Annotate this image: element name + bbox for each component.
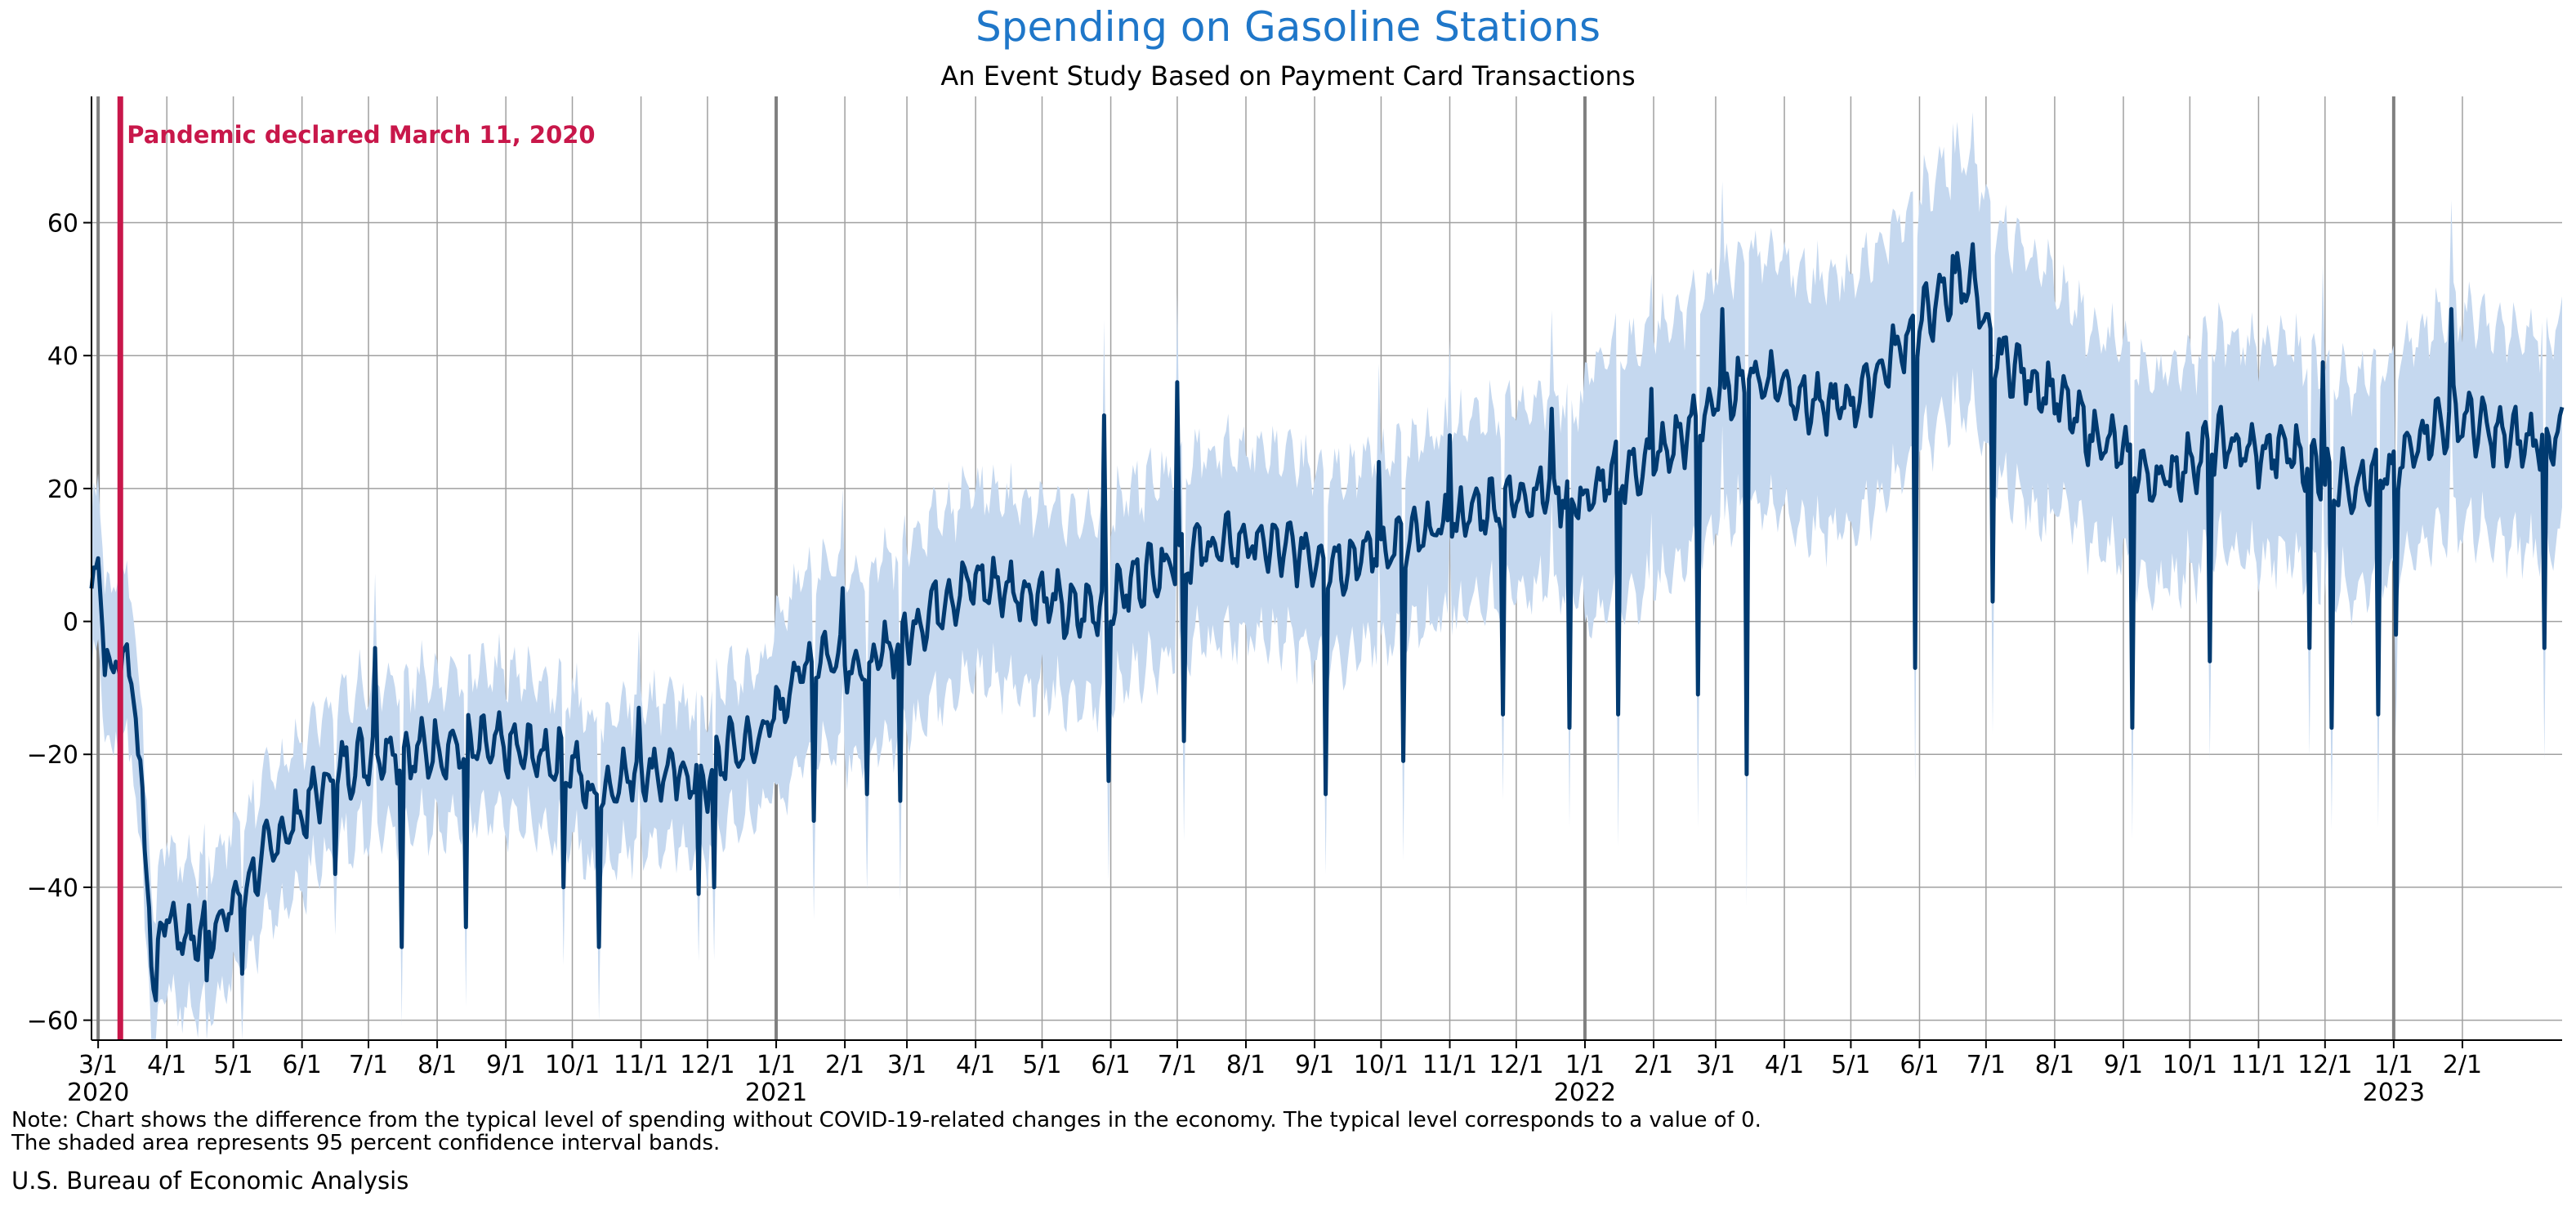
- x-tick-label: 1/1: [1565, 1051, 1605, 1079]
- grid-lines: [92, 96, 2562, 1040]
- x-tick-label: 10/1: [1354, 1051, 1409, 1079]
- footnote-line-1: Note: Chart shows the difference from th…: [11, 1108, 1761, 1132]
- x-tick-label: 11/1: [2231, 1051, 2286, 1079]
- x-tick-label: 11/1: [614, 1051, 668, 1079]
- x-tick-label: 10/1: [2163, 1051, 2217, 1079]
- x-tick-label: 4/1: [147, 1051, 186, 1079]
- x-tick-label: 3/1: [78, 1051, 118, 1079]
- x-tick-label: 7/1: [1967, 1051, 2006, 1079]
- confidence-band: [92, 112, 2562, 1041]
- x-tick-label: 2/1: [825, 1051, 864, 1079]
- pandemic-label: Pandemic declared March 11, 2020: [127, 121, 595, 149]
- x-tick-label: 12/1: [680, 1051, 734, 1079]
- x-year-label: 2020: [67, 1079, 129, 1107]
- x-tick-label: 9/1: [486, 1051, 525, 1079]
- footnote-line-2: The shaded area represents 95 percent co…: [11, 1131, 721, 1155]
- pandemic-annotation: Pandemic declared March 11, 2020: [117, 96, 596, 1040]
- axes: [91, 96, 2562, 1041]
- x-tick-label: 7/1: [1158, 1051, 1197, 1079]
- x-tick-label: 4/1: [956, 1051, 995, 1079]
- x-tick-label: 11/1: [1422, 1051, 1477, 1079]
- estimate-series: [89, 242, 2565, 1003]
- x-year-label: 2021: [745, 1079, 807, 1107]
- x-tick-label: 7/1: [349, 1051, 388, 1079]
- x-tick-label: 2/1: [2443, 1051, 2482, 1079]
- chart-subtitle: An Event Study Based on Payment Card Tra…: [940, 60, 1636, 92]
- x-tick-label: 8/1: [1226, 1051, 1266, 1079]
- x-tick-label: 6/1: [283, 1051, 322, 1079]
- x-year-label: 2022: [1554, 1079, 1616, 1107]
- y-tick-label: −20: [27, 741, 78, 770]
- source-credit: U.S. Bureau of Economic Analysis: [11, 1167, 409, 1195]
- x-tick-label: 9/1: [1295, 1051, 1334, 1079]
- x-tick-label: 1/1: [757, 1051, 796, 1079]
- x-tick-label: 3/1: [1696, 1051, 1735, 1079]
- x-tick-label: 10/1: [545, 1051, 600, 1079]
- y-tick-label: −60: [27, 1007, 78, 1036]
- chart-title: Spending on Gasoline Stations: [975, 3, 1601, 51]
- x-tick-label: 8/1: [2035, 1051, 2074, 1079]
- x-tick-label: 12/1: [2297, 1051, 2352, 1079]
- x-tick-label: 5/1: [213, 1051, 252, 1079]
- x-tick-label: 5/1: [1022, 1051, 1061, 1079]
- x-tick-label: 6/1: [1900, 1051, 1939, 1079]
- x-tick-label: 5/1: [1831, 1051, 1870, 1079]
- y-tick-label: 60: [47, 210, 78, 239]
- estimate-line: [89, 242, 2565, 1003]
- x-tick-label: 2/1: [1634, 1051, 1673, 1079]
- confidence-band-area: [92, 112, 2562, 1041]
- y-tick-label: 40: [47, 342, 78, 371]
- x-tick-label: 4/1: [1765, 1051, 1804, 1079]
- x-tick-label: 12/1: [1489, 1051, 1543, 1079]
- x-tick-label: 1/1: [2374, 1051, 2413, 1079]
- y-tick-label: 20: [47, 476, 78, 504]
- y-tick-label: 0: [63, 609, 78, 637]
- x-tick-label: 8/1: [417, 1051, 457, 1079]
- x-tick-label: 6/1: [1091, 1051, 1130, 1079]
- x-tick-label: 9/1: [2104, 1051, 2143, 1079]
- x-tick-label: 3/1: [887, 1051, 926, 1079]
- y-tick-label: −40: [27, 874, 78, 903]
- x-year-label: 2023: [2363, 1079, 2425, 1107]
